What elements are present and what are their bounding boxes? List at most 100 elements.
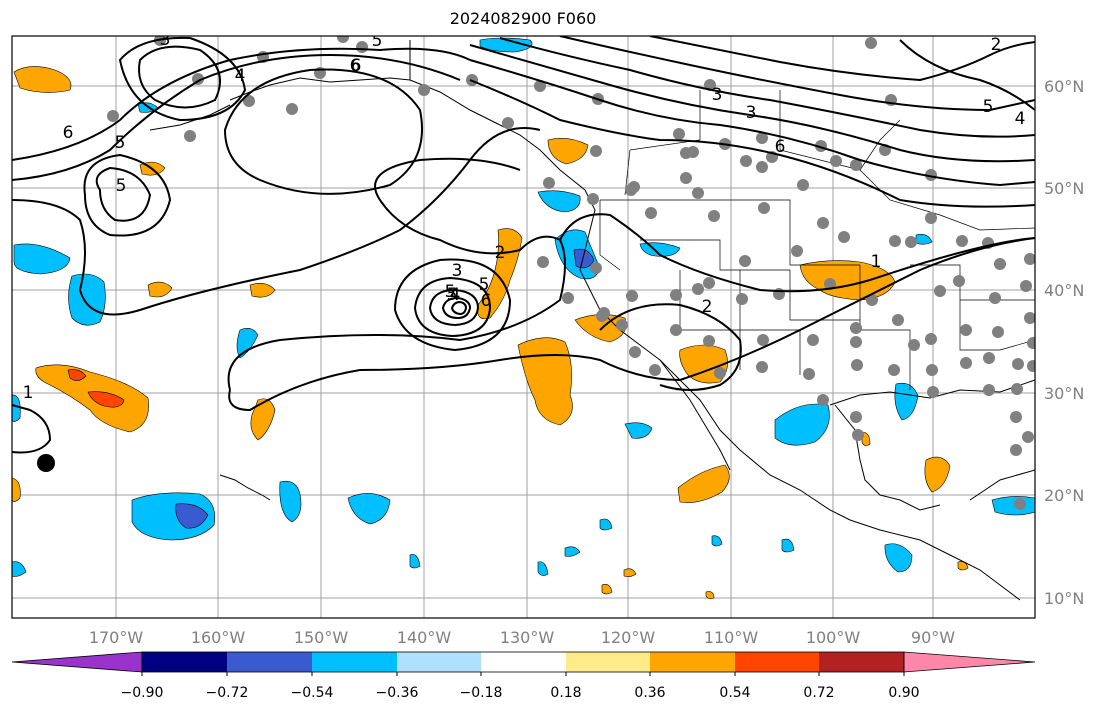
station-marker (850, 159, 862, 171)
strong-positive-anomaly-region (87, 391, 125, 408)
positive-anomaly-region (924, 456, 951, 493)
station-markers (107, 36, 1035, 510)
station-marker (830, 155, 842, 167)
station-marker (983, 352, 995, 364)
contour-line (450, 300, 468, 316)
contour-line (559, 36, 1035, 112)
contour-label: 5 (445, 282, 456, 302)
station-marker (739, 255, 751, 267)
negative-anomaly-region (13, 243, 71, 275)
contour-label: 6 (481, 291, 492, 311)
station-marker (629, 346, 641, 358)
station-marker (850, 336, 862, 348)
station-marker (1011, 383, 1023, 395)
station-marker (850, 322, 862, 334)
colorbar-tick-label: −0.72 (206, 685, 249, 701)
negative-anomaly-region (537, 190, 581, 213)
station-marker (543, 177, 555, 189)
station-marker (908, 339, 920, 351)
longitude-label: 160°W (191, 628, 246, 647)
contour-line (12, 404, 52, 454)
station-marker (925, 212, 937, 224)
negative-anomaly-region (599, 518, 613, 531)
longitude-label: 110°W (704, 628, 759, 647)
station-marker (757, 334, 769, 346)
station-marker (797, 179, 809, 191)
longitude-label: 130°W (500, 628, 555, 647)
station-marker (850, 411, 862, 423)
station-marker (703, 277, 715, 289)
station-marker (983, 384, 995, 396)
negative-anomaly-region (624, 422, 653, 439)
station-marker (956, 235, 968, 247)
station-marker (865, 37, 877, 49)
station-marker (680, 172, 692, 184)
contour-label: 1 (871, 252, 882, 272)
station-marker (502, 117, 514, 129)
station-marker (866, 294, 878, 306)
contour-label: 2 (495, 243, 506, 263)
negative-anomaly-region (711, 535, 723, 547)
contour-line (649, 36, 1035, 82)
negative-anomaly-region (68, 273, 106, 326)
contour-label: 5 (115, 133, 126, 153)
colorbar-segment (650, 652, 735, 672)
station-marker (994, 258, 1006, 270)
contour-line (428, 288, 480, 327)
station-marker (824, 278, 836, 290)
colorbar-tick-labels: −0.90 −0.72 −0.54 −0.36 −0.18 0.18 0.36 0.54 0.7… (121, 672, 920, 701)
station-marker (892, 314, 904, 326)
contour-label: 3 (160, 30, 171, 50)
colorbar-tick-label: −0.36 (376, 685, 419, 701)
latitude-label: 50°N (1044, 179, 1084, 198)
contour-line (469, 59, 1035, 187)
colorbar-segment (481, 652, 566, 672)
negative-anomaly-region (774, 403, 830, 446)
station-marker (756, 361, 768, 373)
positive-anomaly-region (147, 281, 173, 298)
contour-line (559, 213, 1035, 293)
colorbar-segment (566, 652, 650, 672)
negative-anomaly-region (12, 394, 21, 422)
contour-line (227, 157, 566, 391)
contour-line (118, 36, 247, 122)
colorbar-segment (142, 652, 227, 672)
contour-line (12, 53, 461, 181)
station-marker (337, 36, 349, 43)
negative-anomaly-region (409, 554, 421, 569)
contour-line (413, 276, 492, 338)
colorbar-segment (397, 652, 481, 672)
station-marker (1014, 498, 1026, 510)
contour-line (499, 37, 1035, 138)
contour-line (228, 237, 1035, 412)
station-marker (687, 146, 699, 158)
longitude-label: 100°W (806, 628, 861, 647)
station-marker (803, 368, 815, 380)
station-marker (989, 292, 1001, 304)
caribbean-coast (969, 469, 1035, 501)
negative-anomaly-region (347, 493, 391, 525)
station-marker (817, 394, 829, 406)
positive-anomaly-region (517, 337, 573, 426)
station-marker (243, 95, 255, 107)
station-marker (889, 235, 901, 247)
strong-positive-anomaly-region (67, 369, 87, 381)
station-marker (708, 210, 720, 222)
contour-line (12, 127, 541, 316)
station-marker (418, 84, 430, 96)
longitude-label: 90°W (911, 628, 955, 647)
station-marker (740, 155, 752, 167)
negative-anomaly-region (537, 561, 549, 576)
station-marker (692, 187, 704, 199)
station-marker (838, 231, 850, 243)
state-borders (599, 90, 1035, 390)
contour-label: 5 (983, 97, 994, 117)
latitude-label: 30°N (1044, 384, 1084, 403)
station-marker (714, 367, 726, 379)
positive-anomaly-region (957, 561, 969, 571)
station-marker (626, 290, 638, 302)
contour-label: 6 (63, 123, 74, 143)
station-marker (817, 217, 829, 229)
colorbar-segment (819, 652, 904, 672)
station-marker (692, 283, 704, 295)
